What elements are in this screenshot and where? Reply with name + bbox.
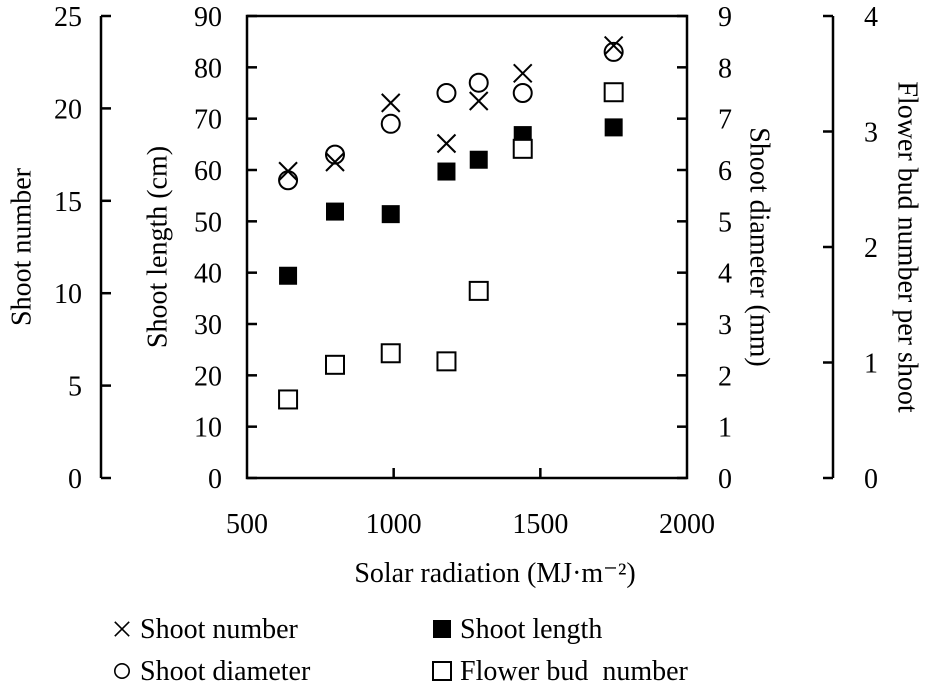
- shoot_diameter-tick-label: 9: [718, 2, 732, 33]
- shoot-diameter-point: [512, 83, 533, 103]
- legend-label: Flower bud number: [460, 656, 689, 687]
- cross-stroke: [513, 63, 533, 83]
- shoot_diameter-tick-label: 4: [718, 259, 732, 290]
- shoot_number-tick-label: 25: [54, 2, 82, 33]
- marks-layer: [278, 35, 624, 410]
- shoot-number-point: [436, 133, 457, 154]
- shoot-number-point: [603, 35, 624, 56]
- flower-bud-number-point: [325, 354, 345, 375]
- shoot_length-tick-label: 80: [194, 53, 222, 84]
- flower_bud-tick-label: 1: [864, 349, 878, 380]
- legend-marker-shoot-diameter: [114, 663, 131, 680]
- legend-marker-shoot-number: [114, 621, 130, 637]
- legend-item-shoot-number: Shoot number: [114, 614, 299, 645]
- flower-bud-number-point: [436, 351, 457, 372]
- flower_bud-axis-title: Flower bud number per shoot: [892, 81, 923, 413]
- shoot_diameter-tick-label: 6: [718, 156, 732, 187]
- shoot_diameter-axis-title: Shoot diameter (mm): [744, 127, 775, 367]
- shoot-number-point: [513, 63, 533, 83]
- flower-bud-number-point: [603, 82, 624, 103]
- shoot-length-point: [469, 150, 488, 169]
- flower-bud-number-point: [380, 343, 401, 364]
- shoot_length-tick-label: 20: [194, 361, 222, 392]
- cross-stroke: [381, 93, 401, 113]
- shoot_number-tick-label: 20: [54, 94, 82, 125]
- shoot_length-tick-label: 30: [194, 310, 222, 341]
- shoot-length-point: [604, 118, 623, 137]
- legend-label: Shoot diameter: [140, 656, 311, 687]
- shoot_length-tick-label: 40: [194, 259, 222, 290]
- shoot_diameter-tick-label: 8: [718, 53, 732, 84]
- x-axis-title: Solar radiation (MJ·m⁻²): [354, 558, 635, 589]
- shoot-length-point: [326, 202, 344, 221]
- x-tick-label: 500: [226, 509, 268, 540]
- x-tick-label: 1000: [366, 509, 422, 540]
- shoot_length-tick-label: 0: [208, 464, 222, 495]
- cross-stroke: [114, 621, 130, 637]
- legend-item-flower-bud-number: Flower bud number: [432, 656, 689, 687]
- shoot_number-tick-label: 10: [54, 279, 82, 310]
- legend-label: Shoot number: [140, 614, 299, 645]
- x-tick-label: 1500: [512, 509, 568, 540]
- flower_bud-tick-label: 4: [864, 2, 878, 33]
- shoot_length-tick-label: 10: [194, 413, 222, 444]
- shoot-number-point: [325, 152, 345, 172]
- shoot-diameter-point: [603, 41, 624, 62]
- shoot-length-point: [279, 266, 298, 285]
- shoot_length-tick-label: 50: [194, 207, 222, 238]
- shoot_number-tick-label: 0: [68, 464, 82, 495]
- shoot_diameter-tick-label: 3: [718, 310, 732, 341]
- shoot_diameter-tick-label: 5: [718, 207, 732, 238]
- shoot-length-point: [381, 205, 400, 224]
- x-tick-label: 2000: [659, 509, 715, 540]
- shoot_diameter-tick-label: 1: [718, 413, 732, 444]
- flower-bud-number-point: [512, 138, 533, 159]
- shoot_number-tick-label: 5: [68, 372, 82, 403]
- shoot-number-point: [469, 91, 489, 111]
- cross-stroke: [603, 35, 624, 56]
- shoot-diameter-point: [278, 170, 299, 191]
- shoot_length-tick-label: 70: [194, 105, 222, 136]
- shoot_diameter-tick-label: 0: [718, 464, 732, 495]
- flower_bud-tick-label: 0: [864, 464, 878, 495]
- legend-item-shoot-diameter: Shoot diameter: [114, 656, 311, 687]
- legend-marker-shoot-length: [433, 620, 451, 638]
- shoot-diameter-point: [436, 83, 457, 103]
- cross-stroke: [469, 91, 489, 111]
- legend-marker-flower-bud-number: [432, 661, 452, 681]
- legend: Shoot number Shoot length Shoot diameter Fl…: [114, 614, 689, 687]
- shoot_length-tick-label: 60: [194, 156, 222, 187]
- shoot_length-tick-label: 90: [194, 2, 222, 33]
- shoot-diameter-point: [380, 113, 401, 134]
- cross-stroke: [325, 152, 345, 172]
- shoot_length-axis-title: Shoot length (cm): [142, 146, 173, 348]
- cross-stroke: [436, 133, 457, 154]
- shoot-diameter-point: [325, 144, 345, 165]
- shoot-number-point: [381, 93, 401, 113]
- shoot_diameter-tick-label: 2: [718, 361, 732, 392]
- shoot_diameter-tick-label: 7: [718, 105, 732, 136]
- shoot_number-tick-label: 15: [54, 187, 82, 218]
- shoot-length-point: [437, 162, 456, 181]
- flower_bud-tick-label: 3: [864, 118, 878, 149]
- flower-bud-number-point: [468, 280, 489, 301]
- shoot-diameter-point: [468, 72, 489, 93]
- flower-bud-number-point: [278, 389, 299, 410]
- flower_bud-tick-label: 2: [864, 233, 878, 264]
- plot-frame: [245, 14, 689, 480]
- legend-label: Shoot length: [460, 614, 602, 645]
- legend-item-shoot-length: Shoot length: [433, 614, 602, 645]
- shoot_number-axis-title: Shoot number: [6, 167, 37, 326]
